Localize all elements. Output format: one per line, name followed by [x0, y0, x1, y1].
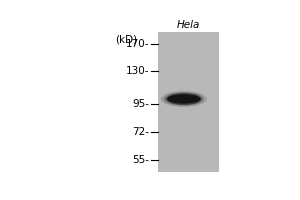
Bar	[158, 32, 219, 172]
Text: (kD): (kD)	[115, 35, 137, 45]
Text: Hela: Hela	[177, 20, 200, 30]
Ellipse shape	[164, 92, 204, 106]
Text: 95-: 95-	[132, 99, 149, 109]
Text: 55-: 55-	[132, 155, 149, 165]
Text: 170-: 170-	[126, 39, 149, 49]
Ellipse shape	[166, 93, 201, 105]
Ellipse shape	[160, 91, 207, 107]
Text: 130-: 130-	[126, 66, 149, 76]
Text: 72-: 72-	[132, 127, 149, 137]
Ellipse shape	[167, 94, 200, 104]
